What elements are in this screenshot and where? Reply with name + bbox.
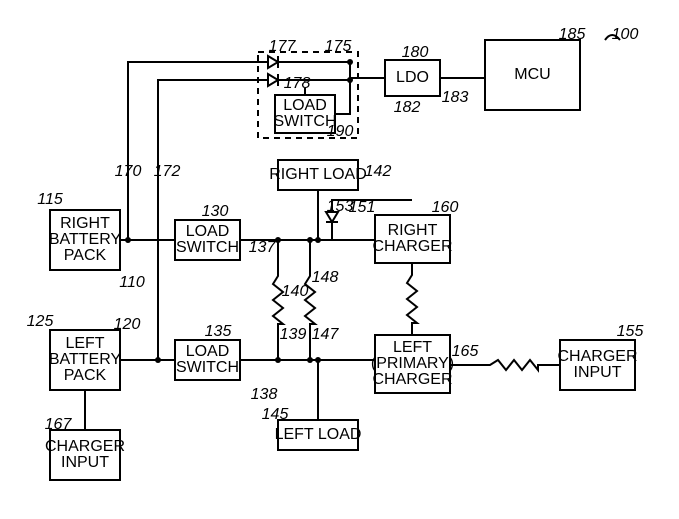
- ref-138: 138: [251, 386, 278, 403]
- loadSwL-label: SWITCH: [176, 359, 239, 376]
- ref-183: 183: [442, 89, 469, 106]
- res-rc-lc: [407, 263, 417, 335]
- ref-160: 160: [432, 199, 459, 216]
- ref-165: 165: [452, 343, 479, 360]
- rightCharger-label: RIGHT: [388, 222, 438, 239]
- ref-110: 110: [119, 274, 145, 291]
- diode-153: [326, 212, 338, 240]
- ref-170: 170: [115, 163, 142, 180]
- loadSwL-label: LOAD: [186, 343, 230, 360]
- ref-147: 147: [312, 326, 340, 343]
- ref-182: 182: [394, 99, 421, 116]
- loadSwTop-label: LOAD: [283, 97, 327, 114]
- leftBattery-label: PACK: [64, 367, 107, 384]
- ref-137: 137: [249, 239, 277, 256]
- leftLoad-label: LEFT LOAD: [275, 426, 362, 443]
- rightCharger-label: CHARGER: [372, 238, 452, 255]
- wire-170: [128, 62, 268, 240]
- ref-172: 172: [154, 163, 181, 180]
- ref-153: 153: [327, 198, 354, 215]
- leftCharger-label: LEFT: [393, 339, 432, 356]
- ref-125: 125: [27, 313, 54, 330]
- chargerInputR-label: CHARGER: [557, 348, 637, 365]
- ldo-label: LDO: [396, 69, 429, 86]
- leftBattery-label: BATTERY: [49, 351, 122, 368]
- ref-190: 190: [327, 123, 354, 140]
- ref-115: 115: [37, 191, 63, 208]
- chargerInputL-label: CHARGER: [45, 438, 125, 455]
- leftCharger-label: (PRIMARY): [371, 355, 454, 372]
- rightBattery-label: BATTERY: [49, 231, 122, 248]
- ref-167: 167: [45, 416, 73, 433]
- chargerInputL-label: INPUT: [61, 454, 109, 471]
- rightBattery-label: PACK: [64, 247, 107, 264]
- ref-130: 130: [202, 203, 229, 220]
- ref-142: 142: [365, 163, 392, 180]
- ref-178: 178: [284, 75, 311, 92]
- ref-140: 140: [282, 283, 309, 300]
- leftCharger-label: CHARGER: [372, 371, 452, 388]
- chargerInputR-label: INPUT: [574, 364, 622, 381]
- wire-190: [335, 80, 350, 114]
- ref-148: 148: [312, 269, 339, 286]
- loadSwR-label: SWITCH: [176, 239, 239, 256]
- res-165: [480, 360, 560, 370]
- ref-175: 175: [325, 38, 352, 55]
- leftBattery-label: LEFT: [65, 335, 104, 352]
- ref-139: 139: [280, 326, 307, 343]
- ref-180: 180: [402, 44, 429, 61]
- loadSwR-label: LOAD: [186, 223, 230, 240]
- ref-120: 120: [114, 316, 141, 333]
- ref-155: 155: [617, 323, 644, 340]
- rightBattery-label: RIGHT: [60, 215, 110, 232]
- ref-145: 145: [262, 406, 289, 423]
- ref-100: 100: [612, 26, 639, 43]
- ref-135: 135: [205, 323, 232, 340]
- mcu-label: MCU: [514, 66, 550, 83]
- rightLoad-label: RIGHT LOAD: [269, 166, 367, 183]
- ref-185: 185: [559, 26, 586, 43]
- ref-177: 177: [269, 38, 297, 55]
